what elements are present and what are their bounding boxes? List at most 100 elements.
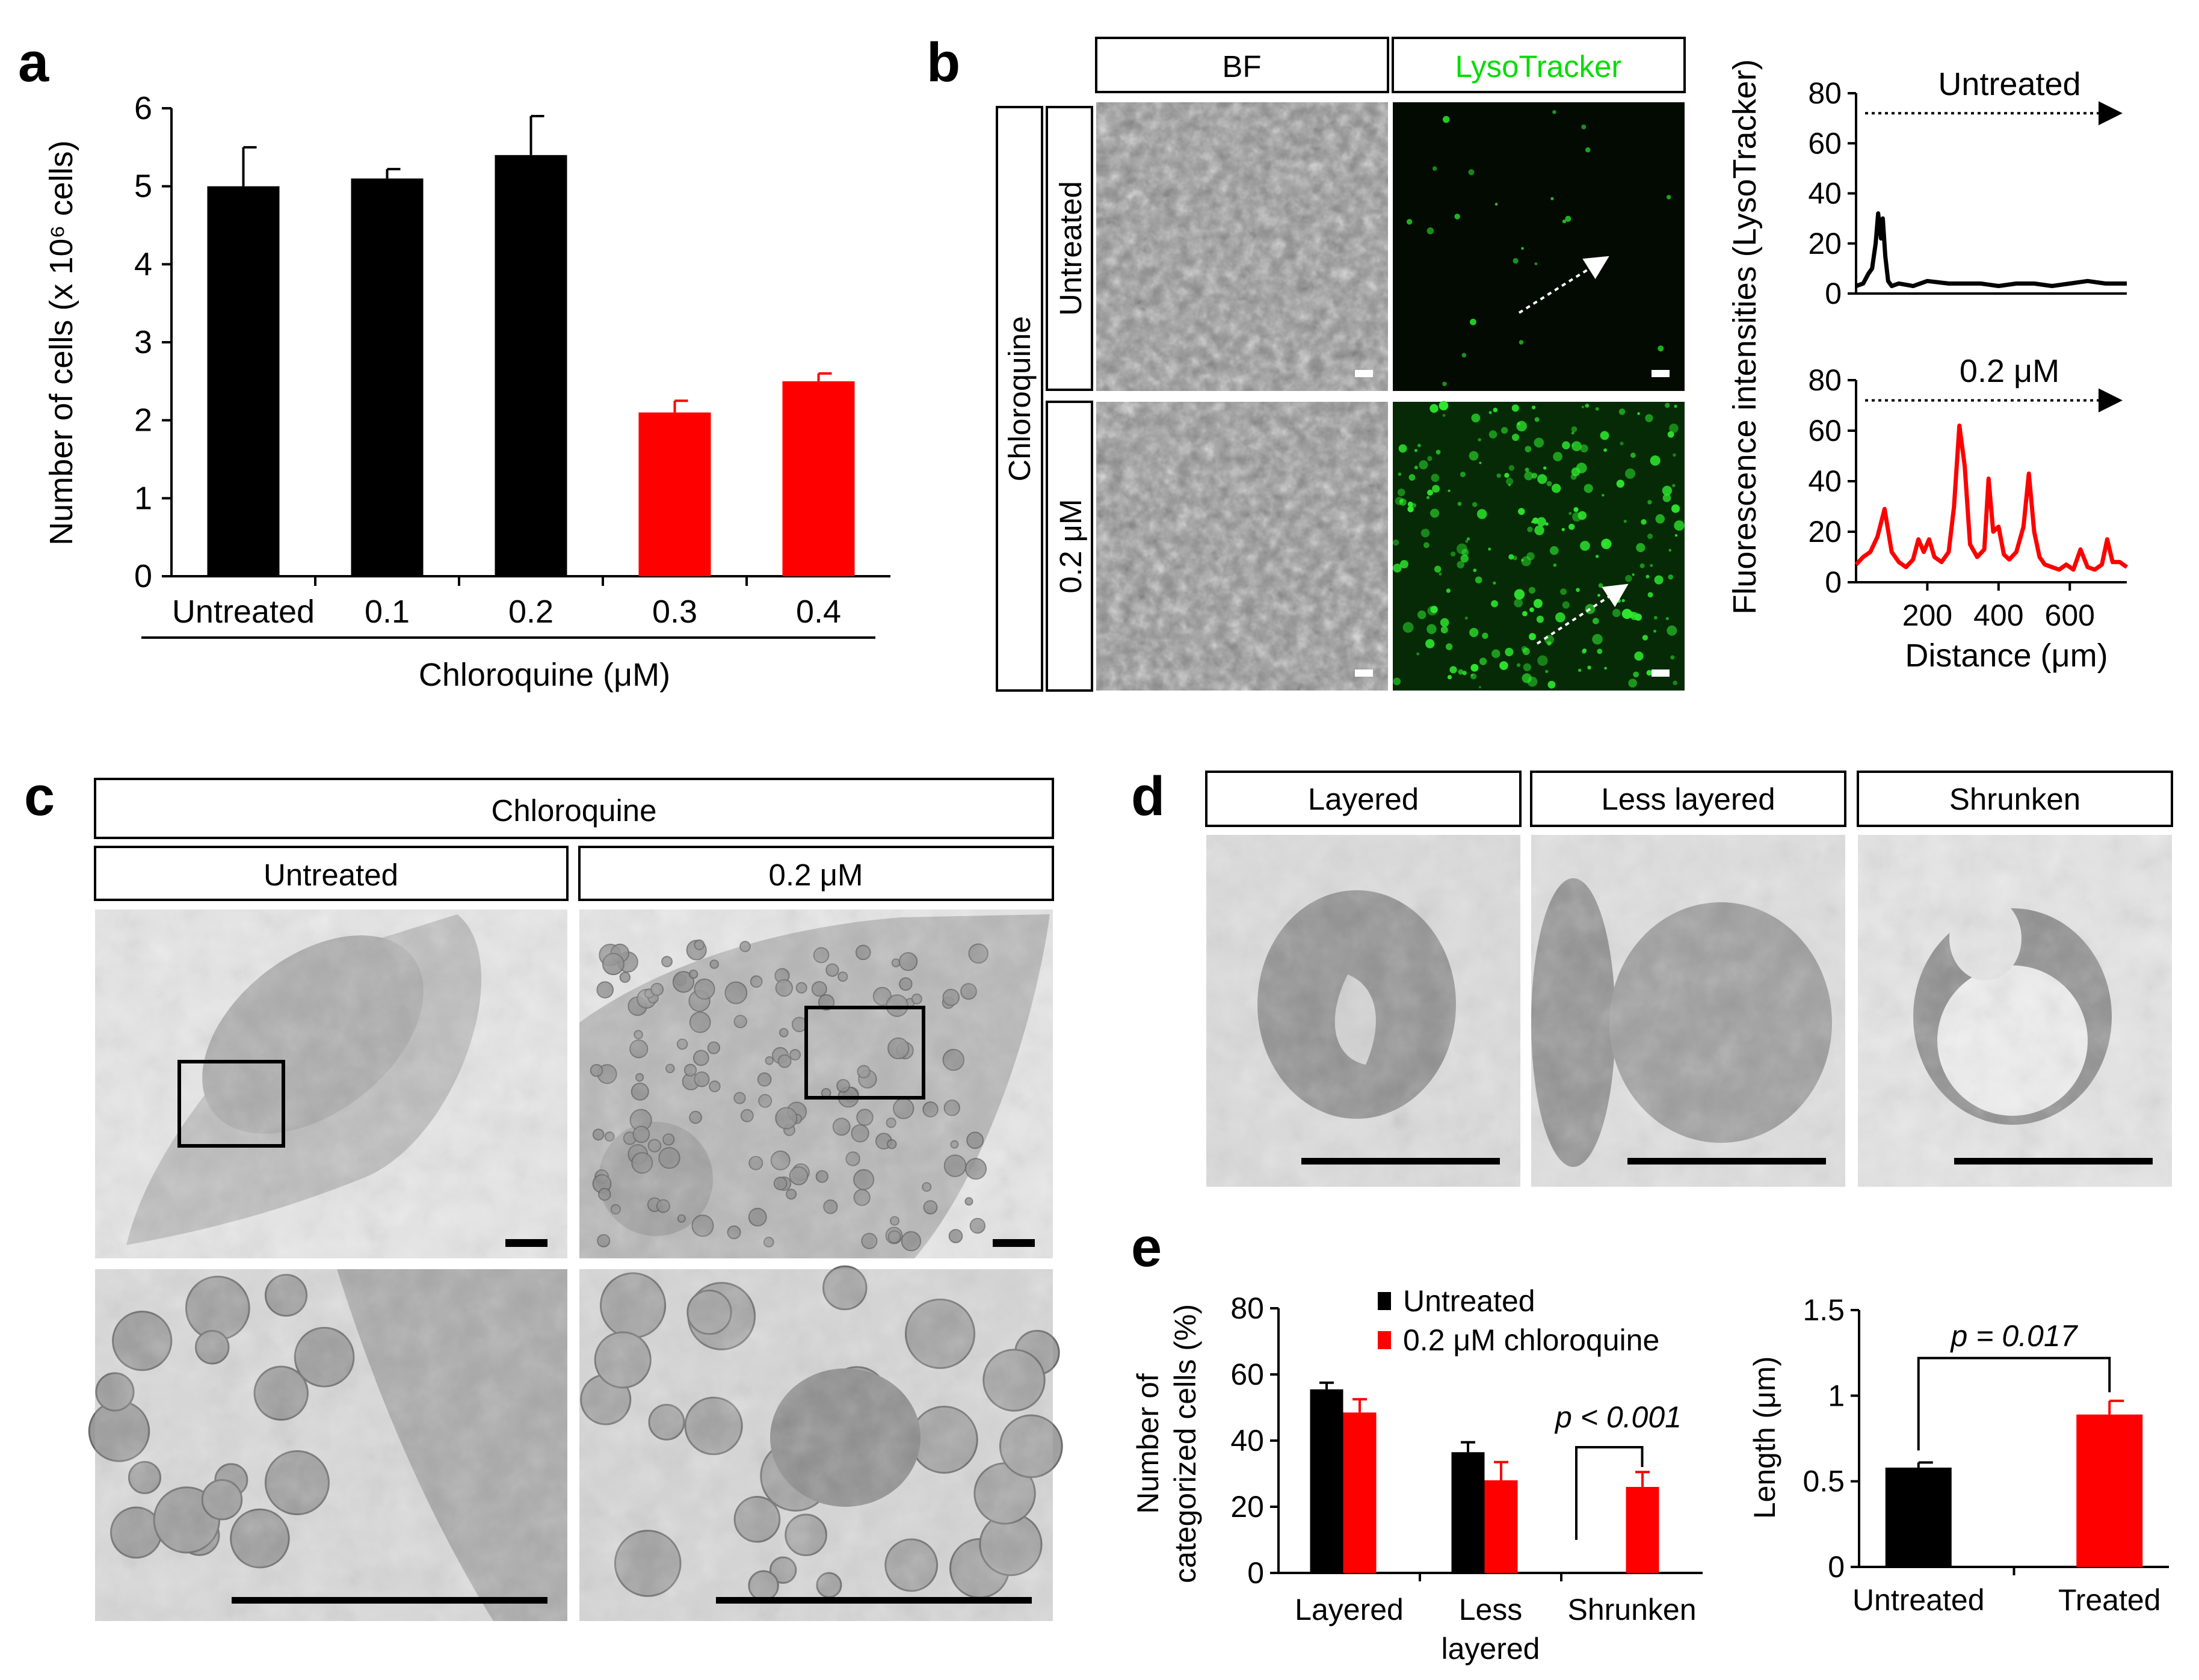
- fluorescent-spot: [1571, 426, 1578, 432]
- fluorescent-spot: [1439, 401, 1449, 411]
- fluorescent-spot: [1537, 655, 1548, 666]
- fluorescent-spot: [1393, 677, 1401, 686]
- fluorescent-spot: [1597, 648, 1603, 654]
- panel-label-b: b: [927, 32, 960, 93]
- panel-label-a: a: [18, 32, 49, 93]
- scale-bar: [1954, 1158, 2153, 1165]
- y-tick-label: 60: [1230, 1358, 1264, 1391]
- chart-e-length: 0 0.5 1 1.5 Untreated Treated p = 0.017 Length …: [1748, 1293, 2169, 1617]
- fluorescent-spot: [1407, 506, 1414, 512]
- fluorescent-spot: [1641, 518, 1647, 525]
- y-axis-label: Fluorescence intensities (LysoTracker): [1727, 59, 1763, 614]
- fluorescent-spot: [1573, 507, 1579, 512]
- fluorescent-spot: [1534, 417, 1540, 422]
- fluorescent-spot: [1448, 489, 1451, 493]
- fluorescent-spot: [1623, 520, 1627, 523]
- fluorescent-spot: [1646, 669, 1652, 676]
- header-layered: Layered: [1308, 782, 1419, 816]
- y-tick-label: 20: [1808, 227, 1842, 260]
- fluorescent-spot: [1553, 563, 1557, 567]
- fluorescent-spot: [1470, 673, 1477, 680]
- y-tick-label: 60: [1808, 414, 1842, 448]
- bar-Untreated-Less layered: [1451, 1452, 1485, 1573]
- fluorescent-spot: [1562, 219, 1567, 224]
- fluorescent-spot: [1522, 647, 1530, 656]
- bar-0.2 μM chloroquine-Shrunken: [1626, 1487, 1659, 1573]
- bar-0.2: [495, 155, 567, 576]
- header-bf: BF: [1222, 49, 1261, 84]
- panel-c-em: Chloroquine Untreated 0.2 μM: [88, 778, 1063, 1621]
- x-tick-label: 0.1: [365, 594, 410, 630]
- y-tick-label: 1: [134, 480, 152, 516]
- y-tick-label: 40: [1808, 464, 1842, 498]
- header-shrunken-box: [1857, 771, 2173, 827]
- fluorescent-spot: [1592, 618, 1599, 624]
- fluorescent-spot: [1512, 433, 1520, 442]
- fluorescent-spot: [1671, 504, 1680, 513]
- fluorescent-spot: [1508, 484, 1511, 487]
- fluorescent-spot: [1525, 446, 1532, 452]
- fluorescent-spot: [1475, 576, 1482, 583]
- y-tick-label: 3: [134, 324, 152, 360]
- fluorescent-spot: [1521, 247, 1524, 250]
- fluorescent-spot: [1468, 169, 1475, 176]
- header-layered-box: [1205, 771, 1522, 827]
- fluorescent-spot: [1597, 594, 1600, 597]
- fluorescent-spot: [1491, 649, 1500, 658]
- fluorescent-spot: [1426, 489, 1433, 496]
- fluorescent-spot: [1395, 497, 1404, 505]
- fluorescent-spot: [1553, 452, 1562, 461]
- y-tick-label: 40: [1230, 1424, 1264, 1457]
- fluorescent-spot: [1595, 555, 1599, 558]
- fluorescent-spot: [1581, 405, 1584, 408]
- fluorescent-spot: [1532, 517, 1539, 524]
- fluorescent-spot: [1534, 525, 1544, 535]
- fluorescent-spot: [1528, 633, 1536, 641]
- fluorescent-spot: [1650, 455, 1661, 466]
- fluorescent-spot: [1581, 124, 1587, 129]
- fluorescent-spot: [1600, 431, 1609, 440]
- fluorescent-spot: [1621, 609, 1632, 619]
- fluorescent-spot: [1674, 520, 1685, 531]
- fluorescent-spot: [1414, 466, 1418, 470]
- x-tick-label: Untreated: [1852, 1583, 1985, 1617]
- fluorescent-spot: [1398, 444, 1407, 453]
- fluorescent-spot: [1578, 668, 1582, 672]
- y-tick-label: 20: [1230, 1490, 1264, 1524]
- fluorescent-spot: [1392, 539, 1399, 546]
- fluorescent-spot: [1399, 499, 1404, 503]
- line-profile-arrow: [1536, 583, 1629, 645]
- fluorescent-spot: [1634, 651, 1644, 661]
- fluorescent-spot: [1528, 586, 1536, 594]
- fluorescent-spot: [1473, 568, 1477, 573]
- panel-label-d: d: [1131, 766, 1165, 827]
- fluorescent-spot: [1633, 671, 1639, 678]
- x-tick-label: 200: [1902, 598, 1952, 632]
- fluorescent-spot: [1674, 404, 1677, 408]
- fluorescent-spot: [1668, 574, 1674, 580]
- fluorescent-spot: [1416, 652, 1420, 656]
- fluorescent-spot: [1666, 194, 1671, 200]
- y-tick-label: 5: [134, 168, 152, 205]
- fluorescent-spot: [1491, 600, 1498, 608]
- fluorescent-spot: [1516, 663, 1521, 667]
- fluorescent-spot: [1653, 629, 1656, 633]
- fluorescent-spot: [1667, 431, 1674, 438]
- y-tick-label: 20: [1808, 515, 1842, 549]
- fluorescent-spot: [1419, 460, 1428, 470]
- header-shrunken: Shrunken: [1949, 782, 2080, 816]
- fluorescent-spot: [1654, 575, 1664, 585]
- header-bf-box: [1095, 37, 1389, 93]
- fluorescent-spot: [1414, 449, 1418, 452]
- zoom-box: [177, 1060, 285, 1148]
- fluorescent-spot: [1427, 456, 1433, 461]
- fluorescent-spot: [1508, 465, 1515, 471]
- scale-bar: [232, 1597, 547, 1604]
- row-group-box: [996, 106, 1043, 692]
- fluorescent-spot: [1665, 617, 1670, 621]
- fluorescent-spot: [1672, 484, 1676, 487]
- fluorescent-spot: [1488, 547, 1491, 551]
- fluorescent-spot: [1522, 611, 1528, 617]
- fluorescent-spot: [1543, 466, 1547, 470]
